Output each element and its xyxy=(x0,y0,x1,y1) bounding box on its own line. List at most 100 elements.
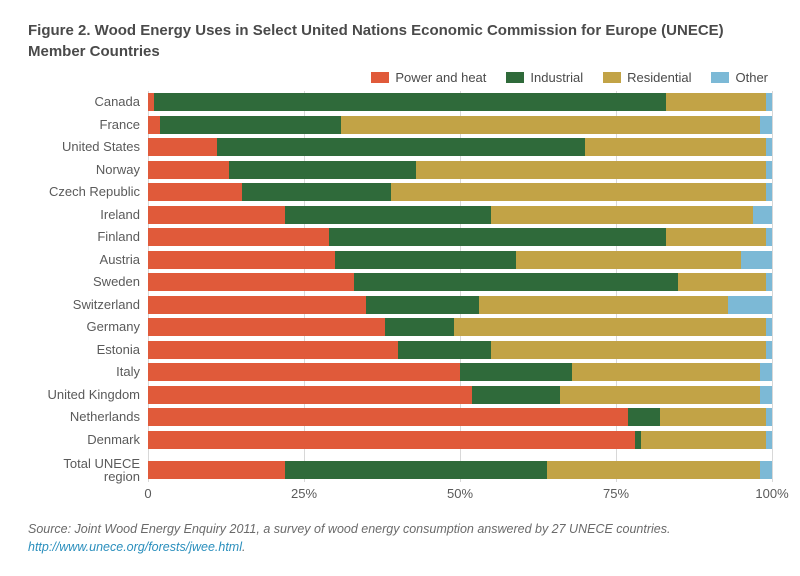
legend-label: Residential xyxy=(627,70,691,85)
row-label: Finland xyxy=(28,230,148,244)
source-link[interactable]: http://www.unece.org/forests/jwee.html xyxy=(28,540,242,554)
bar-segment-power_heat xyxy=(148,138,217,156)
row-label: France xyxy=(28,118,148,132)
bar-segment-other xyxy=(760,461,772,479)
legend-item: Other xyxy=(711,70,768,85)
row-label: Sweden xyxy=(28,275,148,289)
legend: Power and heatIndustrialResidentialOther xyxy=(28,70,772,85)
row-label: Czech Republic xyxy=(28,185,148,199)
row-label: United Kingdom xyxy=(28,388,148,402)
bar-segment-residential xyxy=(560,386,760,404)
bar-segment-other xyxy=(741,251,772,269)
row-label: Switzerland xyxy=(28,298,148,312)
bar-track xyxy=(148,206,772,224)
row-label: Germany xyxy=(28,320,148,334)
bar-row: Total UNECE region xyxy=(28,459,772,482)
bar-row: United States xyxy=(28,136,772,159)
axis-tick: 75% xyxy=(603,486,629,501)
bar-segment-other xyxy=(760,116,772,134)
bar-row: Germany xyxy=(28,316,772,339)
bar-segment-power_heat xyxy=(148,206,285,224)
bar-segment-power_heat xyxy=(148,251,335,269)
bar-segment-power_heat xyxy=(148,386,472,404)
row-label: Denmark xyxy=(28,433,148,447)
bar-segment-other xyxy=(753,206,772,224)
bar-track xyxy=(148,116,772,134)
bar-segment-industrial xyxy=(366,296,478,314)
bar-segment-power_heat xyxy=(148,116,160,134)
bar-segment-power_heat xyxy=(148,461,285,479)
row-label: Netherlands xyxy=(28,410,148,424)
bar-track xyxy=(148,296,772,314)
bar-segment-residential xyxy=(491,341,766,359)
legend-swatch xyxy=(603,72,621,83)
bar-segment-industrial xyxy=(160,116,341,134)
row-label: Austria xyxy=(28,253,148,267)
legend-label: Other xyxy=(735,70,768,85)
bar-segment-industrial xyxy=(460,363,572,381)
bar-row: Canada xyxy=(28,91,772,114)
bar-segment-power_heat xyxy=(148,408,628,426)
bar-segment-industrial xyxy=(217,138,585,156)
bar-segment-industrial xyxy=(354,273,678,291)
bar-segment-other xyxy=(766,183,772,201)
source-note: Source: Joint Wood Energy Enquiry 2011, … xyxy=(28,520,772,556)
bar-segment-industrial xyxy=(242,183,392,201)
bar-track xyxy=(148,138,772,156)
bar-track xyxy=(148,363,772,381)
legend-swatch xyxy=(506,72,524,83)
bar-segment-other xyxy=(766,228,772,246)
bar-segment-industrial xyxy=(628,408,659,426)
bar-segment-residential xyxy=(585,138,766,156)
bar-track xyxy=(148,318,772,336)
legend-swatch xyxy=(711,72,729,83)
bar-segment-residential xyxy=(454,318,766,336)
bar-segment-other xyxy=(766,318,772,336)
bar-segment-other xyxy=(760,363,772,381)
bar-segment-residential xyxy=(678,273,765,291)
legend-item: Industrial xyxy=(506,70,583,85)
source-period: . xyxy=(242,540,245,554)
bar-track xyxy=(148,341,772,359)
row-label: United States xyxy=(28,140,148,154)
row-label: Total UNECE region xyxy=(28,457,148,484)
bar-segment-residential xyxy=(666,93,766,111)
bar-segment-other xyxy=(766,161,772,179)
bar-segment-residential xyxy=(491,206,753,224)
bar-segment-residential xyxy=(641,431,766,449)
bar-segment-residential xyxy=(547,461,759,479)
bar-track xyxy=(148,386,772,404)
bar-segment-industrial xyxy=(154,93,666,111)
gridline xyxy=(772,91,773,482)
bar-track xyxy=(148,408,772,426)
bar-row: Estonia xyxy=(28,339,772,362)
bar-segment-other xyxy=(766,93,772,111)
bar-row: Netherlands xyxy=(28,406,772,429)
bar-segment-industrial xyxy=(385,318,454,336)
bar-segment-industrial xyxy=(472,386,559,404)
legend-swatch xyxy=(371,72,389,83)
x-axis: 025%50%75%100% xyxy=(148,482,772,506)
bar-track xyxy=(148,183,772,201)
bar-track xyxy=(148,431,772,449)
legend-item: Residential xyxy=(603,70,691,85)
bar-segment-residential xyxy=(572,363,759,381)
bar-segment-other xyxy=(766,341,772,359)
bar-track xyxy=(148,93,772,111)
axis-tick: 25% xyxy=(291,486,317,501)
bar-segment-power_heat xyxy=(148,228,329,246)
bar-segment-power_heat xyxy=(148,183,242,201)
bar-segment-other xyxy=(728,296,772,314)
bar-row: Finland xyxy=(28,226,772,249)
row-label: Italy xyxy=(28,365,148,379)
bar-row: United Kingdom xyxy=(28,384,772,407)
bar-segment-industrial xyxy=(285,461,547,479)
figure-title: Figure 2. Wood Energy Uses in Select Uni… xyxy=(28,20,772,62)
bar-segment-power_heat xyxy=(148,296,366,314)
source-text: Source: Joint Wood Energy Enquiry 2011, … xyxy=(28,522,670,536)
bar-segment-industrial xyxy=(285,206,491,224)
bar-row: Denmark xyxy=(28,429,772,452)
chart: CanadaFranceUnited StatesNorwayCzech Rep… xyxy=(28,91,772,506)
bar-row: Italy xyxy=(28,361,772,384)
bar-segment-residential xyxy=(416,161,765,179)
